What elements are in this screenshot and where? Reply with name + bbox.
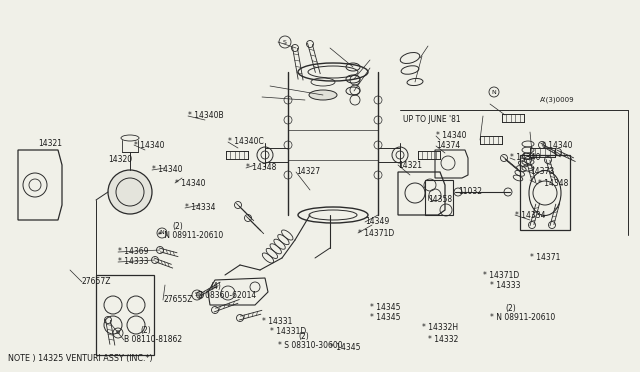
Text: * 14348: * 14348 <box>538 180 568 189</box>
Text: * 14340C: * 14340C <box>228 138 264 147</box>
Text: * 14334: * 14334 <box>515 211 545 219</box>
Text: NOTE ) 14325 VENTURI ASSY (INC.*): NOTE ) 14325 VENTURI ASSY (INC.*) <box>8 353 152 362</box>
Text: * 14340: * 14340 <box>152 166 182 174</box>
Text: S: S <box>195 292 199 298</box>
Text: * 14371: * 14371 <box>530 253 561 263</box>
Text: * 14340: * 14340 <box>436 131 467 140</box>
Text: * 14345: * 14345 <box>370 314 401 323</box>
Text: * 14333: * 14333 <box>490 282 520 291</box>
Text: * 14333: * 14333 <box>118 257 148 266</box>
Text: * 14340: * 14340 <box>134 141 164 150</box>
Circle shape <box>108 170 152 214</box>
Text: * 14332H: * 14332H <box>422 324 458 333</box>
Bar <box>520 155 570 230</box>
Text: 14327: 14327 <box>296 167 320 176</box>
Text: 14321: 14321 <box>38 140 62 148</box>
Text: S: S <box>283 39 287 45</box>
Text: N: N <box>492 90 497 94</box>
Text: 14349: 14349 <box>365 218 389 227</box>
Text: * 14340: * 14340 <box>542 141 573 150</box>
Text: * 14331: * 14331 <box>262 317 292 326</box>
Text: 27655Z: 27655Z <box>163 295 193 305</box>
Text: (2): (2) <box>298 333 308 341</box>
Text: 14320: 14320 <box>108 155 132 164</box>
Text: * 14340: * 14340 <box>175 179 205 187</box>
Text: 14374: 14374 <box>436 141 460 151</box>
Text: * 14334: * 14334 <box>185 203 216 212</box>
Text: (2): (2) <box>172 221 183 231</box>
Text: 14321: 14321 <box>398 160 422 170</box>
Text: (2): (2) <box>140 327 151 336</box>
Text: 14373: 14373 <box>530 167 554 176</box>
Bar <box>96 275 154 355</box>
Text: * 14369: * 14369 <box>118 247 148 257</box>
Text: * N 08911-20610: * N 08911-20610 <box>490 314 556 323</box>
Text: 11032: 11032 <box>458 187 482 196</box>
Text: * 14331D: * 14331D <box>270 327 307 337</box>
Text: UP TO JUNE '81: UP TO JUNE '81 <box>403 115 461 125</box>
Text: * 14340B: * 14340B <box>188 112 223 121</box>
Text: 14358: 14358 <box>428 196 452 205</box>
Text: * 14371D: * 14371D <box>483 270 519 279</box>
Text: (2): (2) <box>505 305 516 314</box>
Text: * 14345: * 14345 <box>330 343 360 353</box>
Text: N: N <box>159 231 164 235</box>
Text: B: B <box>116 330 120 336</box>
Text: * N 08911-20610: * N 08911-20610 <box>158 231 223 240</box>
Text: * 14340: * 14340 <box>510 154 541 163</box>
Text: * 14332: * 14332 <box>428 336 458 344</box>
Text: A'(3)0009: A'(3)0009 <box>540 97 575 103</box>
Text: 27657Z: 27657Z <box>82 278 111 286</box>
Text: S 08360-62014: S 08360-62014 <box>198 292 256 301</box>
Ellipse shape <box>309 90 337 100</box>
Text: B 08110-81862: B 08110-81862 <box>124 336 182 344</box>
Text: (4): (4) <box>210 282 221 292</box>
Bar <box>425 180 453 215</box>
Text: * 14371D: * 14371D <box>358 228 394 237</box>
Text: * S 08310-30600: * S 08310-30600 <box>278 341 342 350</box>
Text: * 14348: * 14348 <box>246 164 276 173</box>
Text: * 14345: * 14345 <box>370 304 401 312</box>
